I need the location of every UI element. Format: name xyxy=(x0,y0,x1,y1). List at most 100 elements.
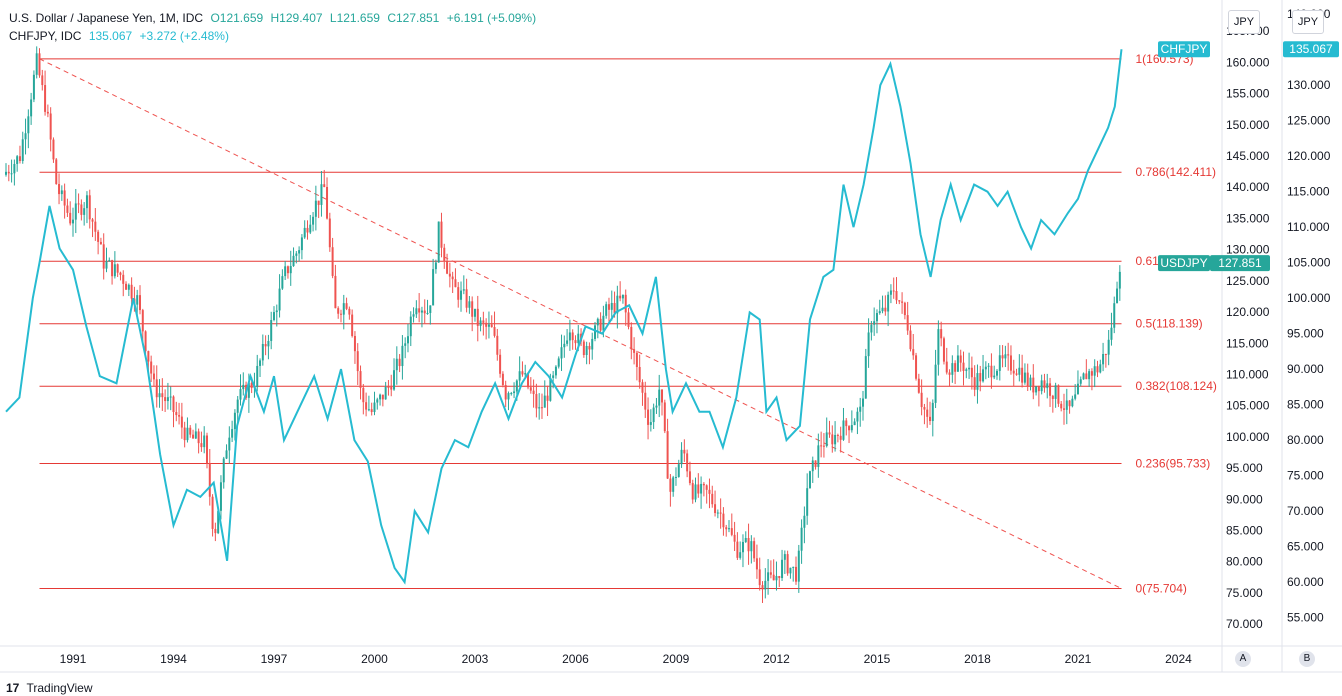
usdjpy-candle xyxy=(111,260,114,277)
usdjpy-candle xyxy=(370,409,373,413)
usdjpy-candle xyxy=(513,391,516,394)
usdjpy-candle xyxy=(122,274,125,284)
usdjpy-candle xyxy=(384,386,387,400)
usdjpy-candle xyxy=(440,221,443,248)
usdjpy-candle xyxy=(563,343,566,348)
usdjpy-candle xyxy=(10,173,13,175)
usdjpy-candle xyxy=(1029,377,1032,387)
usdjpy-candle xyxy=(772,574,775,581)
usdjpy-candle xyxy=(998,355,1001,371)
usdjpy-candle xyxy=(130,284,133,299)
usdjpy-candle xyxy=(1015,373,1018,375)
usdjpy-candle xyxy=(1099,364,1102,373)
usdjpy-candle xyxy=(552,375,555,378)
usdjpy-candle xyxy=(708,489,711,494)
usdjpy-candle xyxy=(761,585,764,590)
usdjpy-candle xyxy=(549,377,552,401)
right-axis-tick-label: 60.000 xyxy=(1287,575,1324,589)
usdjpy-candle xyxy=(496,335,499,355)
usdjpy-candle xyxy=(725,527,728,530)
usdjpy-candle xyxy=(334,275,337,309)
usdjpy-candle xyxy=(931,402,934,422)
chfjpy-line xyxy=(5,49,1123,585)
right-axis-tick-label: 115.000 xyxy=(1287,185,1330,199)
usdjpy-candle xyxy=(1113,303,1116,328)
left-scale-currency[interactable]: JPY xyxy=(1228,10,1260,34)
usdjpy-candle xyxy=(834,434,837,445)
fib-level-label: 0.236(95.733) xyxy=(1136,457,1211,471)
usdjpy-candle xyxy=(348,308,351,315)
usdjpy-candle xyxy=(677,464,680,477)
usdjpy-candle xyxy=(507,393,510,400)
usdjpy-candle xyxy=(52,139,55,160)
time-axis-tick-label: 2018 xyxy=(964,652,991,666)
usdjpy-candle xyxy=(515,380,518,392)
right-scale-currency[interactable]: JPY xyxy=(1292,10,1324,34)
usdjpy-candle xyxy=(647,409,650,425)
usdjpy-candle xyxy=(881,307,884,312)
usdjpy-candle xyxy=(917,378,920,393)
usdjpy-candle xyxy=(1062,408,1065,410)
usdjpy-candle xyxy=(38,53,41,76)
usdjpy-candle xyxy=(1104,354,1107,356)
usdjpy-candle xyxy=(261,344,264,361)
usdjpy-candle xyxy=(934,364,937,403)
usdjpy-candle xyxy=(136,295,139,305)
usdjpy-candle xyxy=(83,208,86,215)
right-axis-tick-label: 55.000 xyxy=(1287,611,1324,625)
usdjpy-candle xyxy=(454,279,457,288)
usdjpy-candle xyxy=(1026,372,1029,387)
usdjpy-candle xyxy=(1054,385,1057,399)
usdjpy-candle xyxy=(239,389,242,400)
usdjpy-candle xyxy=(331,247,334,276)
usdjpy-candle xyxy=(1074,394,1077,399)
usdjpy-candle xyxy=(228,437,231,451)
usdjpy-candle xyxy=(448,273,451,277)
usdjpy-candle xyxy=(465,289,468,308)
left-axis-tick-label: 135.000 xyxy=(1226,211,1270,225)
price-tag-name: CHFJPY xyxy=(1161,42,1208,56)
usdjpy-candle xyxy=(300,237,303,251)
left-axis-tick-label: 105.000 xyxy=(1226,399,1270,413)
usdjpy-candle xyxy=(183,427,186,441)
chfjpy-legend: CHFJPY, IDC 135.067 +3.272 (+2.48%) xyxy=(9,29,233,43)
usdjpy-candle xyxy=(560,347,563,359)
usdjpy-candle xyxy=(864,356,867,399)
usdjpy-candle xyxy=(351,314,354,336)
fib-level-label: 0.786(142.411) xyxy=(1136,165,1217,179)
usdjpy-candle xyxy=(71,219,74,224)
usdjpy-candle xyxy=(359,371,362,388)
scale-a-button[interactable]: A xyxy=(1235,651,1251,667)
usdjpy-candle xyxy=(744,538,747,542)
left-axis-tick-label: 70.000 xyxy=(1226,617,1263,631)
usdjpy-candle xyxy=(44,85,47,112)
usdjpy-candle xyxy=(1018,367,1021,375)
left-axis-tick-label: 85.000 xyxy=(1226,524,1263,538)
usdjpy-candle xyxy=(18,156,21,161)
usdjpy-candle xyxy=(166,397,169,402)
usdjpy-candle xyxy=(35,53,38,75)
usdjpy-candle xyxy=(915,355,918,379)
usdjpy-candles xyxy=(5,46,1121,603)
scale-b-button[interactable]: B xyxy=(1299,651,1315,667)
usdjpy-candle xyxy=(164,397,167,402)
usdjpy-candle xyxy=(286,266,289,274)
usdjpy-candle xyxy=(923,407,926,410)
usdjpy-candle xyxy=(401,345,404,367)
usdjpy-candle xyxy=(457,287,460,300)
right-axis-tick-label: 105.000 xyxy=(1287,256,1331,270)
usdjpy-candle xyxy=(948,372,951,375)
usdjpy-candle xyxy=(848,426,851,431)
time-axis-tick-label: 2003 xyxy=(462,652,489,666)
left-axis-tick-label: 150.000 xyxy=(1226,118,1270,132)
usdjpy-candle xyxy=(214,528,217,534)
usdjpy-candle xyxy=(197,431,200,444)
usdjpy-candle xyxy=(30,99,33,117)
usdjpy-candle xyxy=(1057,385,1060,404)
usdjpy-candle xyxy=(1085,373,1088,380)
usdjpy-candle xyxy=(205,435,208,463)
usdjpy-candle xyxy=(747,538,750,552)
usdjpy-candle xyxy=(610,302,613,310)
usdjpy-candle xyxy=(898,300,901,302)
